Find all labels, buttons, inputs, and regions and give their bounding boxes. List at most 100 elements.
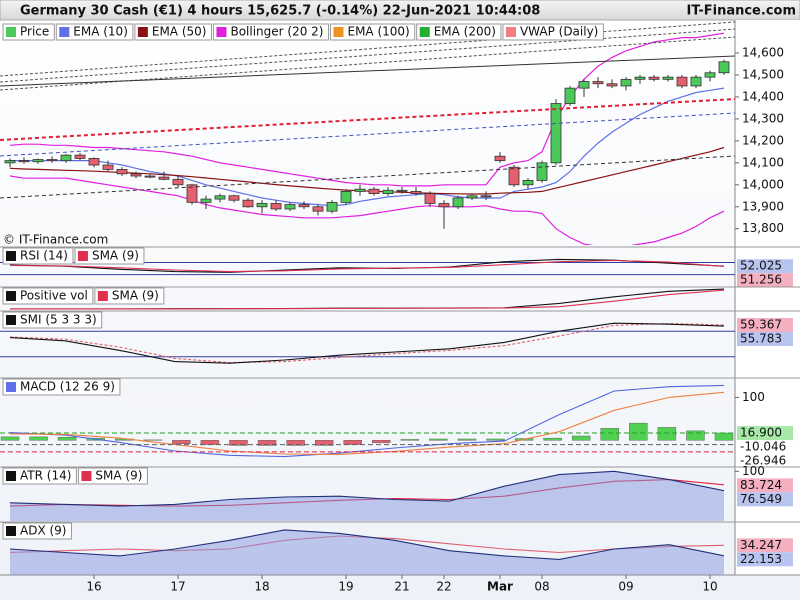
candle-body — [18, 160, 30, 163]
candle-body — [228, 195, 240, 201]
legend-label: SMA (9) — [92, 249, 139, 263]
candle-body — [662, 76, 674, 80]
candle-body — [326, 201, 338, 212]
legend-frame — [2, 247, 74, 265]
candle-body — [690, 76, 702, 87]
value-box — [737, 552, 793, 567]
candle-body — [592, 81, 604, 85]
candle-body — [298, 204, 310, 208]
panel — [9, 529, 725, 575]
panel — [4, 32, 730, 245]
value-box — [737, 318, 793, 333]
candle-body — [60, 154, 72, 162]
indicator-line — [9, 391, 725, 455]
legend-label: Bollinger (20 2) — [230, 25, 323, 39]
histogram-bar — [629, 422, 648, 441]
legend-label: EMA (50) — [152, 25, 207, 39]
candle-body — [620, 78, 632, 87]
value-box — [737, 426, 793, 441]
legend-label: RSI (14) — [20, 249, 68, 263]
panel — [10, 288, 725, 310]
legend-label: VWAP (Daily) — [520, 25, 598, 39]
value-label: 52.025 — [740, 259, 782, 273]
y-tick-label: 13,800 — [742, 221, 784, 235]
candle-body — [102, 164, 114, 170]
candle-body — [74, 154, 86, 159]
legend-frame — [55, 23, 134, 41]
legend-swatch — [81, 471, 92, 481]
panel — [0, 322, 735, 364]
area — [10, 471, 724, 521]
candle-body — [424, 193, 436, 204]
y-tick-label: 14,200 — [742, 133, 784, 147]
legend-label: SMA (9) — [112, 289, 159, 303]
legend-frame — [134, 23, 212, 41]
candle-body — [704, 72, 716, 78]
value-label: 51.256 — [740, 273, 782, 287]
candle-body — [256, 203, 268, 208]
legend-item: SMA (9) — [74, 247, 145, 265]
y-tick-label: 14,300 — [742, 111, 784, 125]
watermark: © IT-Finance.com — [3, 233, 108, 247]
legend-swatch — [6, 526, 16, 536]
legend-frame — [2, 378, 121, 396]
legend-frame — [502, 23, 604, 41]
indicator-line — [9, 529, 725, 560]
candle-body — [396, 189, 408, 192]
legend-item: Bollinger (20 2) — [212, 23, 329, 41]
histogram-bar — [714, 432, 734, 441]
value-box — [737, 259, 793, 274]
candle-body — [550, 103, 562, 164]
candle-body — [522, 180, 534, 186]
candle-body — [46, 159, 58, 162]
candle-body — [270, 203, 282, 210]
legend-label: EMA (10) — [73, 25, 128, 39]
legend-item: RSI (14) — [2, 247, 74, 265]
y-tick-label: 14,500 — [742, 67, 784, 81]
value-box — [737, 273, 793, 288]
histogram-bar — [286, 440, 305, 446]
overlay-line — [9, 175, 725, 245]
legend-frame — [2, 287, 94, 305]
header-bar — [0, 0, 800, 21]
x-tick-label: 17 — [170, 580, 185, 594]
trendline — [0, 112, 736, 157]
candle-body — [284, 204, 296, 210]
value-label: 59.367 — [740, 318, 782, 332]
value-label: 76.549 — [740, 492, 782, 506]
value-label: 83.724 — [740, 478, 782, 492]
histogram-bar — [57, 437, 77, 441]
histogram-bar — [571, 435, 591, 441]
overlay-line — [9, 146, 725, 195]
legend-swatch — [6, 382, 16, 392]
value-label: -10.046 — [740, 440, 786, 454]
legend-swatch — [333, 27, 344, 37]
histogram-bar — [657, 427, 677, 441]
candle-body — [200, 198, 212, 203]
candle-body — [4, 160, 16, 164]
y-tick-label: 13,900 — [742, 199, 784, 213]
legend-item: EMA (100) — [329, 23, 416, 41]
candle-body — [718, 61, 730, 74]
legend-swatch — [6, 27, 16, 37]
header-title: Germany 30 Cash (€1) 4 hours 15,625.7 (-… — [20, 4, 540, 19]
candle-body — [312, 206, 324, 212]
indicator-line — [9, 470, 725, 507]
candle-body — [130, 173, 142, 177]
legend-label: SMI (5 3 3 3) — [20, 313, 97, 327]
candle-body — [634, 76, 646, 80]
legend-frame — [2, 311, 103, 329]
histogram-bar — [257, 440, 277, 446]
trendline — [0, 98, 736, 141]
candle-body — [648, 76, 660, 80]
value-box — [737, 492, 793, 507]
legend-frame — [329, 23, 416, 41]
value-label: -26.946 — [740, 454, 786, 468]
legend-frame — [77, 467, 148, 485]
legend-swatch — [6, 471, 16, 481]
indicator-line — [9, 259, 725, 273]
candle-body — [382, 189, 394, 194]
trendline — [0, 28, 736, 83]
legend-frame — [2, 467, 77, 485]
legend-label: Price — [20, 25, 49, 39]
